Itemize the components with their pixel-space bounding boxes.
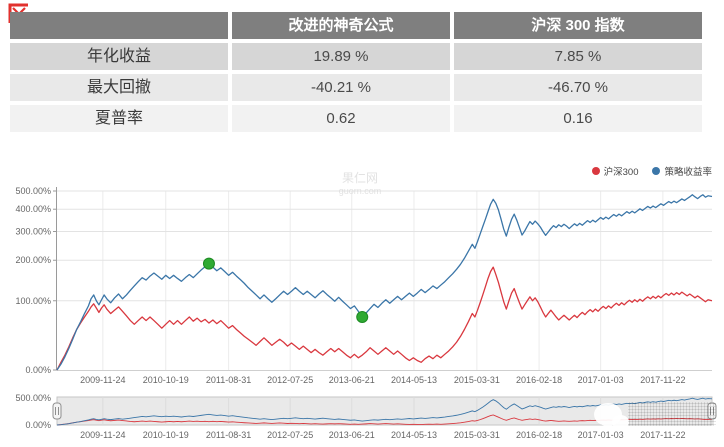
signal-marker: [202, 257, 215, 270]
legend-label-strategy: 策略收益率: [664, 167, 712, 178]
row-annualized-return-label: 年化收益: [10, 43, 228, 70]
navigator-watermark-speckles: [628, 402, 716, 426]
navigator-handle-right[interactable]: [707, 402, 717, 420]
navigator-x-tick-label: 2017-01-03: [578, 430, 624, 440]
returns-chart-svg: 500.00% 400.00% 300.00% 200.00% 100.00% 0.00%…: [15, 186, 717, 440]
max-drawdown-index: -46.70 %: [454, 74, 702, 101]
row-sharpe-label: 夏普率: [10, 105, 228, 132]
x-tick-label: 2013-06-21: [329, 375, 375, 385]
strategy-legend-dot-icon: [652, 167, 661, 175]
x-tick-label: 2010-10-19: [143, 375, 189, 385]
x-tick-label: 2011-08-31: [206, 375, 251, 385]
y-tick-label: 200.00%: [15, 255, 51, 265]
y-tick-label: 500.00%: [15, 186, 51, 196]
x-tick-label: 2012-07-25: [267, 375, 313, 385]
y-tick-label: 300.00%: [15, 227, 51, 237]
navigator-ymin-label: 0.00%: [25, 420, 51, 430]
row-max-drawdown-label: 最大回撤: [10, 74, 228, 101]
navigator-x-tick-label: 2015-03-31: [454, 430, 500, 440]
navigator-ymax-label: 500.00%: [15, 393, 51, 403]
navigator-x-tick-label: 2016-02-18: [516, 430, 562, 440]
legend-label-hs300: 沪深300: [603, 167, 639, 178]
max-drawdown-strategy: -40.21 %: [232, 74, 450, 101]
table-header-empty: [10, 12, 228, 39]
sharpe-index: 0.16: [454, 105, 702, 132]
navigator-handle-left[interactable]: [52, 402, 62, 420]
navigator-x-tick-label: 2010-10-19: [143, 430, 189, 440]
annualized-return-index: 7.85 %: [454, 43, 702, 70]
navigator-series-策略收益率: [56, 397, 713, 426]
y-tick-label: 0.00%: [25, 365, 51, 375]
navigator-x-tick-label: 2012-07-25: [267, 430, 313, 440]
y-tick-label: 400.00%: [15, 204, 51, 214]
y-tick-label: 100.00%: [15, 296, 51, 306]
x-tick-label: 2017-01-03: [578, 375, 624, 385]
x-tick-label: 2009-11-24: [80, 375, 125, 385]
series-line-策略收益率: [56, 194, 713, 371]
navigator-x-tick-label: 2013-06-21: [329, 430, 375, 440]
signal-marker: [356, 310, 369, 323]
table-header-index: 沪深 300 指数: [454, 12, 702, 39]
returns-chart: 沪深300 策略收益率 果仁网 guorn.com 500.00% 400.00%…: [0, 157, 724, 447]
hs300-legend-dot-icon: [591, 167, 600, 175]
navigator-x-tick-label: 2014-05-13: [391, 430, 437, 440]
navigator-x-tick-label: 2017-11-22: [640, 430, 685, 440]
navigator-x-tick-label: 2011-08-31: [206, 430, 251, 440]
navigator-watermark-blob: [612, 415, 629, 429]
legend-item-strategy[interactable]: 策略收益率: [652, 164, 712, 178]
performance-table: 改进的神奇公式 沪深 300 指数 年化收益 19.89 % 7.85 % 最大…: [10, 12, 702, 132]
table-header-strategy: 改进的神奇公式: [232, 12, 450, 39]
x-tick-label: 2016-02-18: [516, 375, 562, 385]
chart-legend: 沪深300 策略收益率: [591, 164, 712, 178]
navigator-x-tick-label: 2009-11-24: [80, 430, 125, 440]
x-tick-label: 2015-03-31: [454, 375, 500, 385]
sharpe-strategy: 0.62: [232, 105, 450, 132]
x-tick-label: 2017-11-22: [640, 375, 685, 385]
annualized-return-strategy: 19.89 %: [232, 43, 450, 70]
series-line-沪深300: [56, 266, 713, 371]
legend-item-hs300[interactable]: 沪深300: [591, 164, 639, 178]
x-tick-label: 2014-05-13: [391, 375, 437, 385]
